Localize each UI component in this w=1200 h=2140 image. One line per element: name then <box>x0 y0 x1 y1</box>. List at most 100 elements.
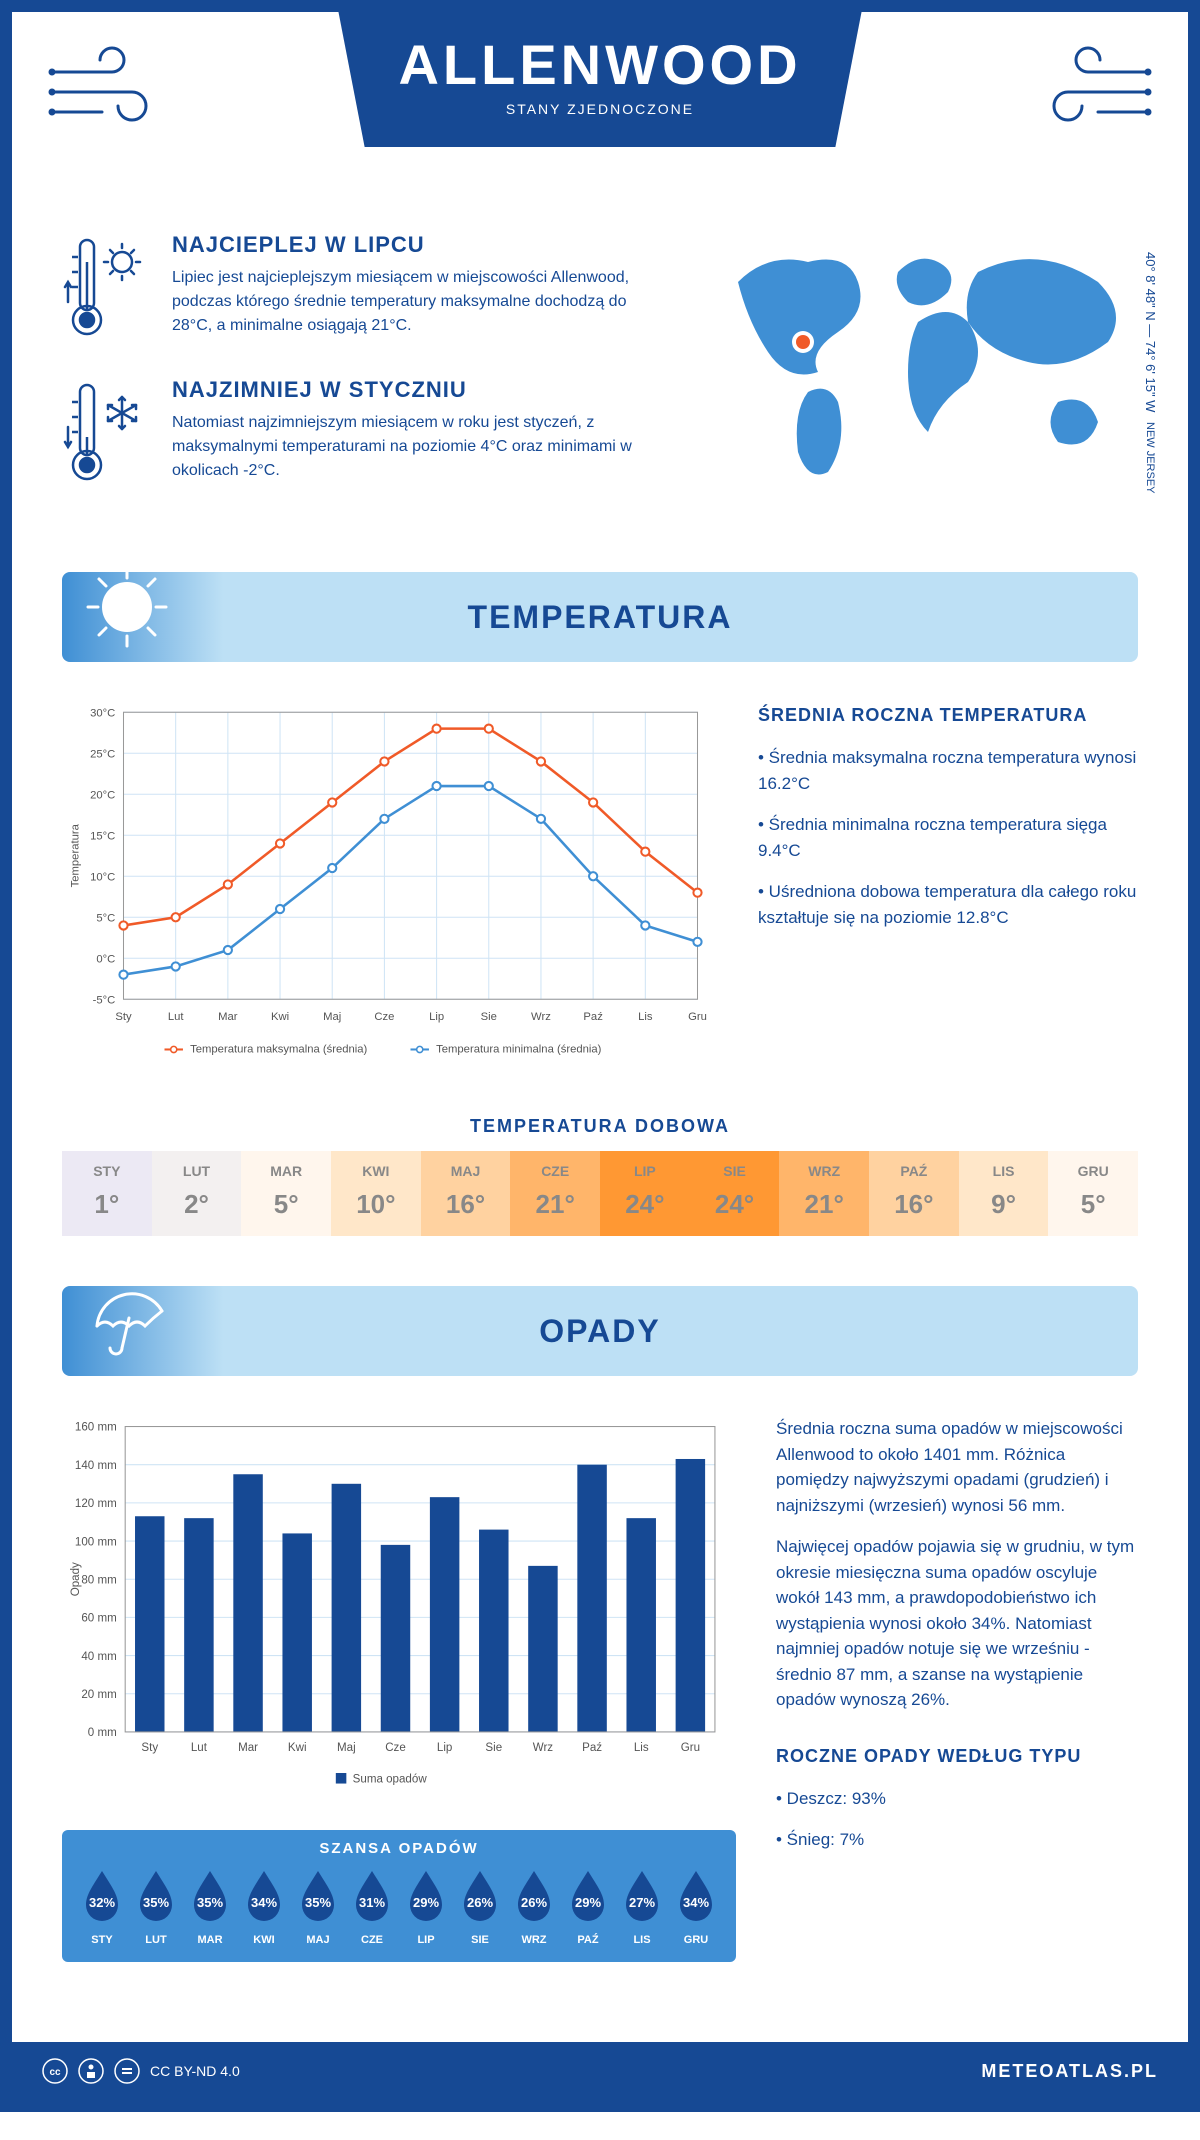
dobowa-cell: PAŹ16° <box>869 1151 959 1236</box>
svg-text:Sty: Sty <box>115 1011 132 1023</box>
svg-text:31%: 31% <box>359 1895 385 1910</box>
by-icon <box>78 2058 104 2084</box>
svg-text:Temperatura minimalna (średnia: Temperatura minimalna (średnia) <box>436 1044 602 1056</box>
temperature-banner: TEMPERATURA <box>62 572 1138 662</box>
precip-chance-drop: 35%MAR <box>186 1867 234 1946</box>
svg-text:35%: 35% <box>197 1895 223 1910</box>
intro-row: NAJCIEPLEJ W LIPCU Lipiec jest najcieple… <box>62 232 1138 522</box>
title-banner: ALLENWOOD STANY ZJEDNOCZONE <box>338 12 861 147</box>
dobowa-cell: LUT2° <box>152 1151 242 1236</box>
svg-text:Maj: Maj <box>323 1011 341 1023</box>
city-title: ALLENWOOD <box>398 32 801 97</box>
svg-text:20°C: 20°C <box>90 789 115 801</box>
country-subtitle: STANY ZJEDNOCZONE <box>398 101 801 117</box>
header: ALLENWOOD STANY ZJEDNOCZONE <box>12 12 1188 192</box>
svg-text:Mar: Mar <box>218 1011 238 1023</box>
coldest-title: NAJZIMNIEJ W STYCZNIU <box>172 377 658 403</box>
precip-chance-drop: 34%KWI <box>240 1867 288 1946</box>
precip-p2: Najwięcej opadów pojawia się w grudniu, … <box>776 1534 1138 1713</box>
svg-text:Lis: Lis <box>634 1742 649 1754</box>
svg-text:Sie: Sie <box>481 1011 497 1023</box>
svg-text:Gru: Gru <box>681 1742 700 1754</box>
dobowa-cell: STY1° <box>62 1151 152 1236</box>
dobowa-cell: MAR5° <box>241 1151 331 1236</box>
license-text: CC BY-ND 4.0 <box>150 2063 240 2079</box>
coordinates: 40° 8' 48" N — 74° 6' 15" W NEW JERSEY <box>1143 252 1158 494</box>
content: NAJCIEPLEJ W LIPCU Lipiec jest najcieple… <box>12 192 1188 2042</box>
precip-chance-drop: 27%LIS <box>618 1867 666 1946</box>
svg-text:5°C: 5°C <box>96 912 115 924</box>
precip-chance-drop: 35%LUT <box>132 1867 180 1946</box>
coldest-block: NAJZIMNIEJ W STYCZNIU Natomiast najzimni… <box>62 377 658 492</box>
precip-chance-drop: 31%CZE <box>348 1867 396 1946</box>
precip-section-title: OPADY <box>62 1313 1138 1350</box>
svg-text:Sie: Sie <box>485 1742 502 1754</box>
svg-text:Paź: Paź <box>582 1742 602 1754</box>
warmest-block: NAJCIEPLEJ W LIPCU Lipiec jest najcieple… <box>62 232 658 347</box>
precipitation-chart: 0 mm20 mm40 mm60 mm80 mm100 mm120 mm140 … <box>62 1416 736 1962</box>
world-map: 40° 8' 48" N — 74° 6' 15" W NEW JERSEY <box>698 232 1138 522</box>
svg-text:140 mm: 140 mm <box>75 1460 117 1472</box>
svg-text:Lip: Lip <box>429 1011 444 1023</box>
svg-text:Cze: Cze <box>374 1011 394 1023</box>
precip-chance-drop: 29%LIP <box>402 1867 450 1946</box>
annual-temp-b3: • Uśredniona dobowa temperatura dla całe… <box>758 879 1138 930</box>
nd-icon <box>114 2058 140 2084</box>
wind-icon-left <box>42 42 182 132</box>
svg-text:10°C: 10°C <box>90 871 115 883</box>
svg-text:20 mm: 20 mm <box>81 1689 116 1701</box>
svg-text:Suma opadów: Suma opadów <box>353 1773 428 1785</box>
svg-text:15°C: 15°C <box>90 830 115 842</box>
svg-text:Temperatura: Temperatura <box>69 823 81 887</box>
svg-text:80 mm: 80 mm <box>81 1574 116 1586</box>
svg-text:Sty: Sty <box>141 1742 158 1754</box>
svg-text:29%: 29% <box>575 1895 601 1910</box>
dobowa-cell: KWI10° <box>331 1151 421 1236</box>
svg-text:160 mm: 160 mm <box>75 1422 117 1434</box>
svg-text:34%: 34% <box>683 1895 709 1910</box>
warmest-title: NAJCIEPLEJ W LIPCU <box>172 232 658 258</box>
footer-site: METEOATLAS.PL <box>981 2061 1158 2082</box>
svg-text:120 mm: 120 mm <box>75 1498 117 1510</box>
svg-text:100 mm: 100 mm <box>75 1536 117 1548</box>
svg-text:Cze: Cze <box>385 1742 406 1754</box>
warmest-desc: Lipiec jest najcieplejszym miesiącem w m… <box>172 266 658 338</box>
dobowa-cell: WRZ21° <box>779 1151 869 1236</box>
wind-icon-right <box>1018 42 1158 132</box>
coords-state: NEW JERSEY <box>1144 422 1156 494</box>
coldest-text: NAJZIMNIEJ W STYCZNIU Natomiast najzimni… <box>172 377 658 492</box>
svg-text:26%: 26% <box>521 1895 547 1910</box>
daily-temp-table: STY1°LUT2°MAR5°KWI10°MAJ16°CZE21°LIP24°S… <box>62 1151 1138 1236</box>
thermometer-snow-icon <box>62 377 152 492</box>
coords-lat: 40° 8' 48" N — 74° 6' 15" W <box>1143 252 1158 412</box>
svg-text:Lut: Lut <box>191 1742 208 1754</box>
svg-text:Kwi: Kwi <box>271 1011 289 1023</box>
annual-temp-b2: • Średnia minimalna roczna temperatura s… <box>758 812 1138 863</box>
precip-chart-row: 0 mm20 mm40 mm60 mm80 mm100 mm120 mm140 … <box>62 1416 1138 1962</box>
svg-text:30°C: 30°C <box>90 707 115 719</box>
svg-text:0 mm: 0 mm <box>88 1727 117 1739</box>
precip-text: Średnia roczna suma opadów w miejscowośc… <box>776 1416 1138 1962</box>
svg-text:29%: 29% <box>413 1895 439 1910</box>
svg-text:Maj: Maj <box>337 1742 356 1754</box>
precip-banner: OPADY <box>62 1286 1138 1376</box>
svg-text:-5°C: -5°C <box>93 994 116 1006</box>
precip-chance-drop: 35%MAJ <box>294 1867 342 1946</box>
svg-text:Lip: Lip <box>437 1742 452 1754</box>
annual-precip-title: ROCZNE OPADY WEDŁUG TYPU <box>776 1743 1138 1770</box>
dobowa-cell: GRU5° <box>1048 1151 1138 1236</box>
annual-precip-b2: • Śnieg: 7% <box>776 1827 1138 1853</box>
annual-temp-title: ŚREDNIA ROCZNA TEMPERATURA <box>758 702 1138 729</box>
svg-text:Wrz: Wrz <box>531 1011 551 1023</box>
svg-text:35%: 35% <box>305 1895 331 1910</box>
precip-chance-drop: 34%GRU <box>672 1867 720 1946</box>
dobowa-title: TEMPERATURA DOBOWA <box>62 1116 1138 1137</box>
svg-text:40 mm: 40 mm <box>81 1651 116 1663</box>
umbrella-icon <box>82 1276 172 1366</box>
dobowa-cell: CZE21° <box>510 1151 600 1236</box>
precip-chance-drop: 26%SIE <box>456 1867 504 1946</box>
dobowa-cell: LIP24° <box>600 1151 690 1236</box>
sun-icon <box>82 562 172 652</box>
drops-row: 32%STY35%LUT35%MAR34%KWI35%MAJ31%CZE29%L… <box>78 1867 720 1946</box>
temp-section-title: TEMPERATURA <box>62 599 1138 636</box>
